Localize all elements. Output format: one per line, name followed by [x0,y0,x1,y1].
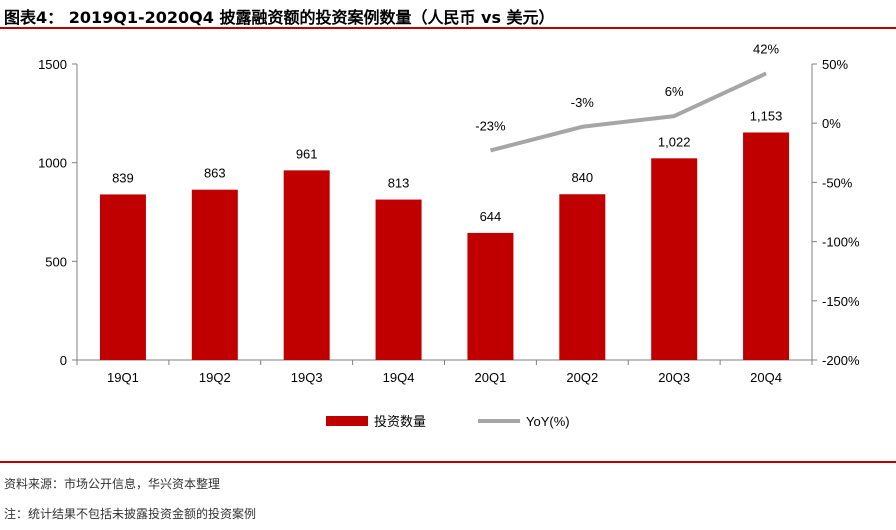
right-axis-tick-label: -200% [822,353,860,368]
x-axis-tick-label: 20Q4 [750,370,782,385]
bar [283,170,330,360]
title-rule [0,27,896,29]
right-axis-tick-label: -100% [822,235,860,250]
bar [375,199,422,360]
bar-data-label: 1,022 [658,134,691,149]
bar-data-label: 961 [296,146,318,161]
left-axis-tick-label: 1500 [38,57,67,72]
bar-data-label: 1,153 [750,108,783,123]
legend-label-line: YoY(%) [526,414,570,429]
x-axis-tick-label: 20Q1 [475,370,507,385]
bar [467,232,514,360]
yoy-line [489,71,767,153]
bar-data-label: 644 [480,209,502,224]
legend-label-bar: 投资数量 [374,414,426,429]
right-axis-tick-label: -150% [822,294,860,309]
chart-title: 图表4： 2019Q1-2020Q4 披露融资额的投资案例数量（人民币 vs 美… [4,8,555,27]
bar-data-label: 813 [388,176,410,191]
x-axis-tick-label: 19Q1 [107,370,139,385]
footer-rule [0,461,896,463]
footnote: 注：统计结果不包括未披露投资金额的投资案例 [4,507,257,521]
left-axis-tick-label: 0 [60,353,67,368]
x-axis-tick-label: 20Q3 [658,370,690,385]
x-axis-tick-label: 19Q4 [383,370,415,385]
bar-data-label: 863 [204,166,226,181]
left-axis-tick-label: 500 [45,254,67,269]
bar [191,189,238,360]
right-axis-tick-label: 50% [822,57,848,72]
bar [99,194,146,360]
right-axis-tick-label: -50% [822,175,853,190]
right-axis-tick-label: 0% [822,116,841,131]
bar-line-chart: 0 500 1000 1500 -200% -150% -100% -50% 0% 50% 19Q1… [38,41,860,429]
bar [559,194,606,360]
x-axis-tick-label: 19Q3 [291,370,323,385]
yoy-data-label: 42% [753,41,779,56]
bar-data-label: 840 [571,170,593,185]
legend-swatch-bar [326,416,368,426]
yoy-data-label: 6% [665,84,684,99]
x-axis-tick-label: 20Q2 [566,370,598,385]
source-note: 资料来源：市场公开信息，华兴资本整理 [4,477,221,491]
bar [651,158,698,360]
plot-area: 0 500 1000 1500 -200% -150% -100% -50% 0% 50% 19Q1… [38,41,860,429]
bar [743,132,790,360]
left-axis-tick-label: 1000 [38,156,67,171]
bar-data-label: 839 [112,170,134,185]
x-axis-tick-label: 19Q2 [199,370,231,385]
yoy-data-label: -23% [475,118,506,133]
yoy-data-label: -3% [571,95,595,110]
